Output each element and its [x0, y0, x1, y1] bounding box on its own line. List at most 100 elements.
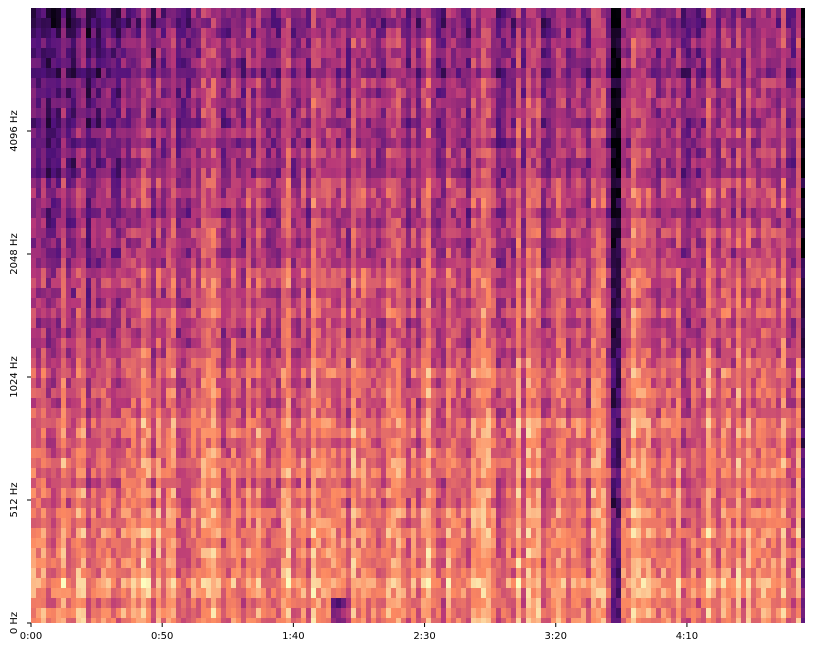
- spectrogram-cell: [326, 268, 331, 278]
- spectrogram-cell: [56, 608, 61, 618]
- spectrogram-cell: [156, 138, 161, 148]
- spectrogram-cell: [426, 318, 431, 328]
- spectrogram-cell: [331, 78, 336, 88]
- spectrogram-cell: [326, 98, 331, 108]
- spectrogram-cell: [181, 198, 186, 208]
- spectrogram-cell: [306, 458, 311, 468]
- spectrogram-cell: [286, 258, 291, 268]
- spectrogram-cell: [76, 508, 81, 518]
- spectrogram-cell: [191, 108, 196, 118]
- spectrogram-cell: [146, 598, 151, 608]
- spectrogram-cell: [96, 8, 101, 18]
- spectrogram-cell: [421, 118, 426, 128]
- spectrogram-cell: [261, 568, 266, 578]
- spectrogram-cell: [371, 8, 376, 18]
- spectrogram-cell: [316, 328, 321, 338]
- spectrogram-cell: [321, 168, 326, 178]
- spectrogram-cell: [251, 8, 256, 18]
- spectrogram-cell: [181, 488, 186, 498]
- spectrogram-cell: [291, 98, 296, 108]
- spectrogram-cell: [246, 578, 251, 588]
- spectrogram-cell: [156, 88, 161, 98]
- spectrogram-cell: [326, 8, 331, 18]
- spectrogram-cell: [171, 388, 176, 398]
- spectrogram-cell: [86, 608, 91, 618]
- spectrogram-cell: [296, 8, 301, 18]
- spectrogram-cell: [111, 208, 116, 218]
- spectrogram-cell: [61, 158, 66, 168]
- spectrogram-cell: [211, 378, 216, 388]
- spectrogram-cell: [361, 88, 366, 98]
- spectrogram-cell: [346, 518, 351, 528]
- spectrogram-cell: [306, 478, 311, 488]
- spectrogram-cell: [386, 18, 391, 28]
- spectrogram-cell: [241, 408, 246, 418]
- spectrogram-cell: [401, 608, 406, 618]
- spectrogram-cell: [251, 108, 256, 118]
- spectrogram-cell: [296, 178, 301, 188]
- spectrogram-cell: [356, 548, 361, 558]
- spectrogram-cell: [376, 538, 381, 548]
- spectrogram-cell: [86, 548, 91, 558]
- spectrogram-cell: [241, 378, 246, 388]
- spectrogram-cell: [286, 528, 291, 538]
- spectrogram-cell: [191, 248, 196, 258]
- spectrogram-cell: [271, 38, 276, 48]
- spectrogram-cell: [106, 98, 111, 108]
- spectrogram-cell: [286, 348, 291, 358]
- spectrogram-cell: [66, 208, 71, 218]
- spectrogram-cell: [71, 278, 76, 288]
- spectrogram-cell: [261, 498, 266, 508]
- spectrogram-cell: [211, 268, 216, 278]
- spectrogram-cell: [306, 148, 311, 158]
- spectrogram-cell: [391, 348, 396, 358]
- spectrogram-cell: [106, 338, 111, 348]
- spectrogram-cell: [406, 478, 411, 488]
- spectrogram-cell: [381, 568, 386, 578]
- spectrogram-cell: [336, 68, 341, 78]
- spectrogram-cell: [156, 358, 161, 368]
- spectrogram-cell: [201, 198, 206, 208]
- spectrogram-cell: [396, 238, 401, 248]
- spectrogram-cell: [96, 98, 101, 108]
- spectrogram-cell: [216, 8, 221, 18]
- spectrogram-cell: [296, 88, 301, 98]
- spectrogram-cell: [241, 148, 246, 158]
- spectrogram-cell: [301, 68, 306, 78]
- spectrogram-cell: [161, 218, 166, 228]
- spectrogram-cell: [66, 198, 71, 208]
- spectrogram-cell: [66, 38, 71, 48]
- spectrogram-cell: [396, 558, 401, 568]
- spectrogram-cell: [411, 278, 416, 288]
- spectrogram-cell: [421, 418, 426, 428]
- spectrogram-cell: [121, 228, 126, 238]
- spectrogram-cell: [161, 118, 166, 128]
- spectrogram-cell: [321, 298, 326, 308]
- spectrogram-cell: [366, 448, 371, 458]
- spectrogram-cell: [286, 58, 291, 68]
- spectrogram-cell: [376, 368, 381, 378]
- spectrogram-cell: [401, 248, 406, 258]
- spectrogram-cell: [331, 578, 336, 588]
- spectrogram-cell: [366, 208, 371, 218]
- spectrogram-cell: [406, 28, 411, 38]
- spectrogram-cell: [431, 128, 436, 138]
- spectrogram-cell: [61, 358, 66, 368]
- spectrogram-cell: [36, 318, 41, 328]
- spectrogram-cell: [376, 388, 381, 398]
- spectrogram-cell: [181, 88, 186, 98]
- spectrogram-cell: [406, 278, 411, 288]
- spectrogram-cell: [116, 248, 121, 258]
- spectrogram-cell: [311, 438, 316, 448]
- spectrogram-cell: [36, 438, 41, 448]
- spectrogram-cell: [41, 468, 46, 478]
- spectrogram-cell: [161, 558, 166, 568]
- spectrogram-cell: [426, 408, 431, 418]
- spectrogram-cell: [31, 438, 36, 448]
- spectrogram-cell: [381, 458, 386, 468]
- spectrogram-cell: [186, 538, 191, 548]
- spectrogram-cell: [231, 438, 236, 448]
- spectrogram-cell: [141, 598, 146, 608]
- spectrogram-cell: [416, 98, 421, 108]
- spectrogram-cell: [166, 578, 171, 588]
